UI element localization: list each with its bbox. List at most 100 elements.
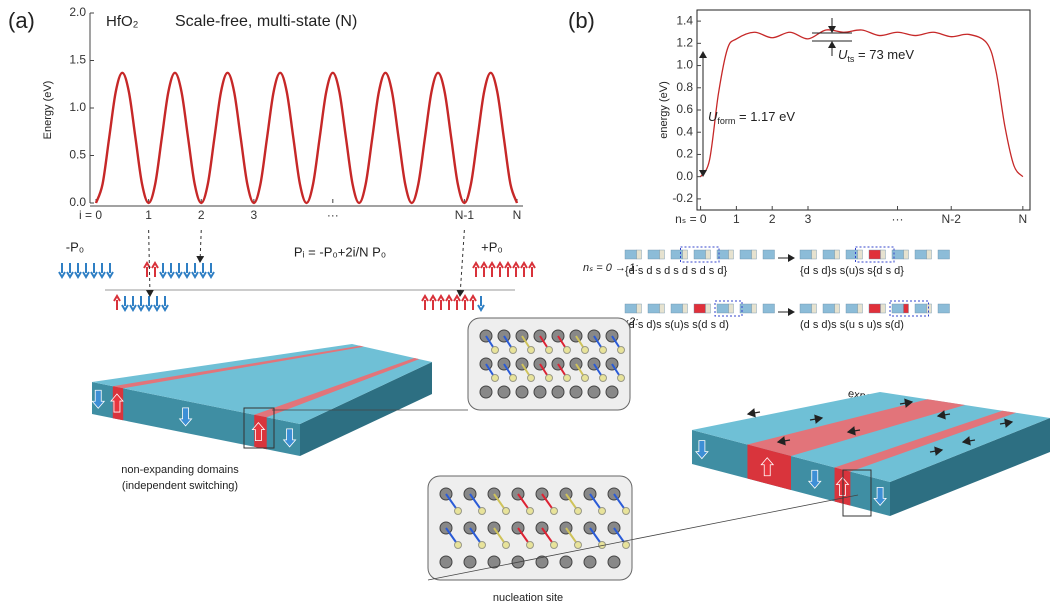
strip-cell <box>834 249 840 260</box>
expansion-arrow <box>809 414 824 424</box>
strip-cell <box>659 303 665 314</box>
atom <box>581 346 589 354</box>
strip-cell <box>682 303 688 314</box>
strip-cell <box>670 303 683 314</box>
y-axis-label: energy (eV) <box>658 81 670 138</box>
atom <box>581 374 589 382</box>
atom <box>527 374 535 382</box>
y-tick-label: 0.2 <box>676 147 693 161</box>
transition-after: {d s d}s s(u)s s{d s d} <box>800 265 904 277</box>
annotation-part: U <box>838 47 848 62</box>
strip-cell <box>937 303 950 314</box>
strip-cell <box>926 249 932 260</box>
slab-front <box>92 382 300 456</box>
strip-cell <box>716 303 729 314</box>
strip-cell <box>624 303 637 314</box>
atom <box>502 541 510 549</box>
strip-cell <box>903 303 909 314</box>
annotation-part: form <box>717 116 735 126</box>
chart-title: Scale-free, multi-state (N) <box>175 13 357 30</box>
strip-cell <box>728 249 734 260</box>
annotation: Uform = 1.17 eV <box>708 109 795 126</box>
x-tick-label: ··· <box>892 212 904 226</box>
domain-arrow <box>251 421 266 441</box>
x-tick-label: N <box>1019 212 1028 226</box>
polarization-formula: Pᵢ = -P₀+2i/N P₀ <box>294 244 386 259</box>
domain-arrow <box>807 469 822 489</box>
strip-cell <box>636 249 642 260</box>
strip-cell <box>811 303 817 314</box>
polarization-arrow <box>74 263 82 279</box>
illustration-label: nucleation site <box>493 592 563 604</box>
domain-arrow <box>873 487 887 507</box>
atom <box>559 555 573 569</box>
inset-frame <box>427 475 633 581</box>
domain-arrow <box>282 428 297 448</box>
x-tick-label: 1 <box>145 208 152 222</box>
x-tick-label: 2 <box>769 212 776 226</box>
strip-cell <box>762 303 775 314</box>
domain-stripe <box>834 410 1016 472</box>
strip-cell <box>834 303 840 314</box>
illustration-label: non-expanding domains <box>121 464 239 476</box>
x-tick-label: N-2 <box>942 212 962 226</box>
strip-cell <box>751 249 757 260</box>
atom <box>563 346 571 354</box>
x-tick-label: N-1 <box>455 208 475 222</box>
domain-arrow <box>695 440 709 460</box>
atom <box>491 374 499 382</box>
dashed-box <box>680 246 720 263</box>
strip-cell <box>799 249 812 260</box>
annotation: Uts = 73 meV <box>838 47 914 64</box>
x-tick-label: i = 0 <box>79 208 102 222</box>
atom <box>598 507 606 515</box>
polarization-arrow <box>129 296 137 312</box>
strip-cell <box>914 303 927 314</box>
atom <box>491 346 499 354</box>
polarization-arrow <box>90 263 98 279</box>
polarization-arrow <box>520 261 528 277</box>
strip-cell <box>811 249 817 260</box>
annotation-part: = 73 meV <box>854 47 914 62</box>
polarization-arrow <box>453 294 461 310</box>
strip-cell <box>762 249 775 260</box>
atom <box>599 374 607 382</box>
polarization-arrow <box>159 263 167 279</box>
dashed-box <box>714 300 743 317</box>
atom <box>550 541 558 549</box>
polarization-arrow <box>421 294 429 310</box>
atom <box>454 507 462 515</box>
polarization-left: -P₀ <box>66 239 84 254</box>
strip-cell <box>799 303 812 314</box>
atom <box>478 507 486 515</box>
strip-cell <box>647 303 660 314</box>
y-tick-label: 0.4 <box>676 124 693 138</box>
atom <box>550 507 558 515</box>
polarization-arrow <box>66 263 74 279</box>
y-tick-label: 0.8 <box>676 80 693 94</box>
slab-side <box>300 362 432 456</box>
expansion-arrow <box>999 418 1014 428</box>
polarization-right: +P₀ <box>481 239 503 254</box>
polarization-arrow <box>429 294 437 310</box>
polarization-arrow <box>121 296 129 312</box>
domain-stripe <box>254 358 420 418</box>
strip-cell <box>937 249 950 260</box>
expansion-arrow <box>929 446 944 456</box>
polarization-arrow <box>437 294 445 310</box>
panel-label: (b) <box>568 8 595 33</box>
strip-cell <box>914 249 927 260</box>
strip-cell <box>624 249 637 260</box>
polarization-arrow <box>512 261 520 277</box>
atom <box>583 555 597 569</box>
strip-cell <box>868 249 881 260</box>
strip-cell <box>682 249 688 260</box>
inset-frame <box>467 317 631 411</box>
strip-cell <box>880 249 886 260</box>
strip-cell <box>857 249 863 260</box>
polarization-arrow <box>207 263 215 279</box>
x-tick-label: 2 <box>198 208 205 222</box>
atom <box>454 541 462 549</box>
atom <box>463 555 477 569</box>
